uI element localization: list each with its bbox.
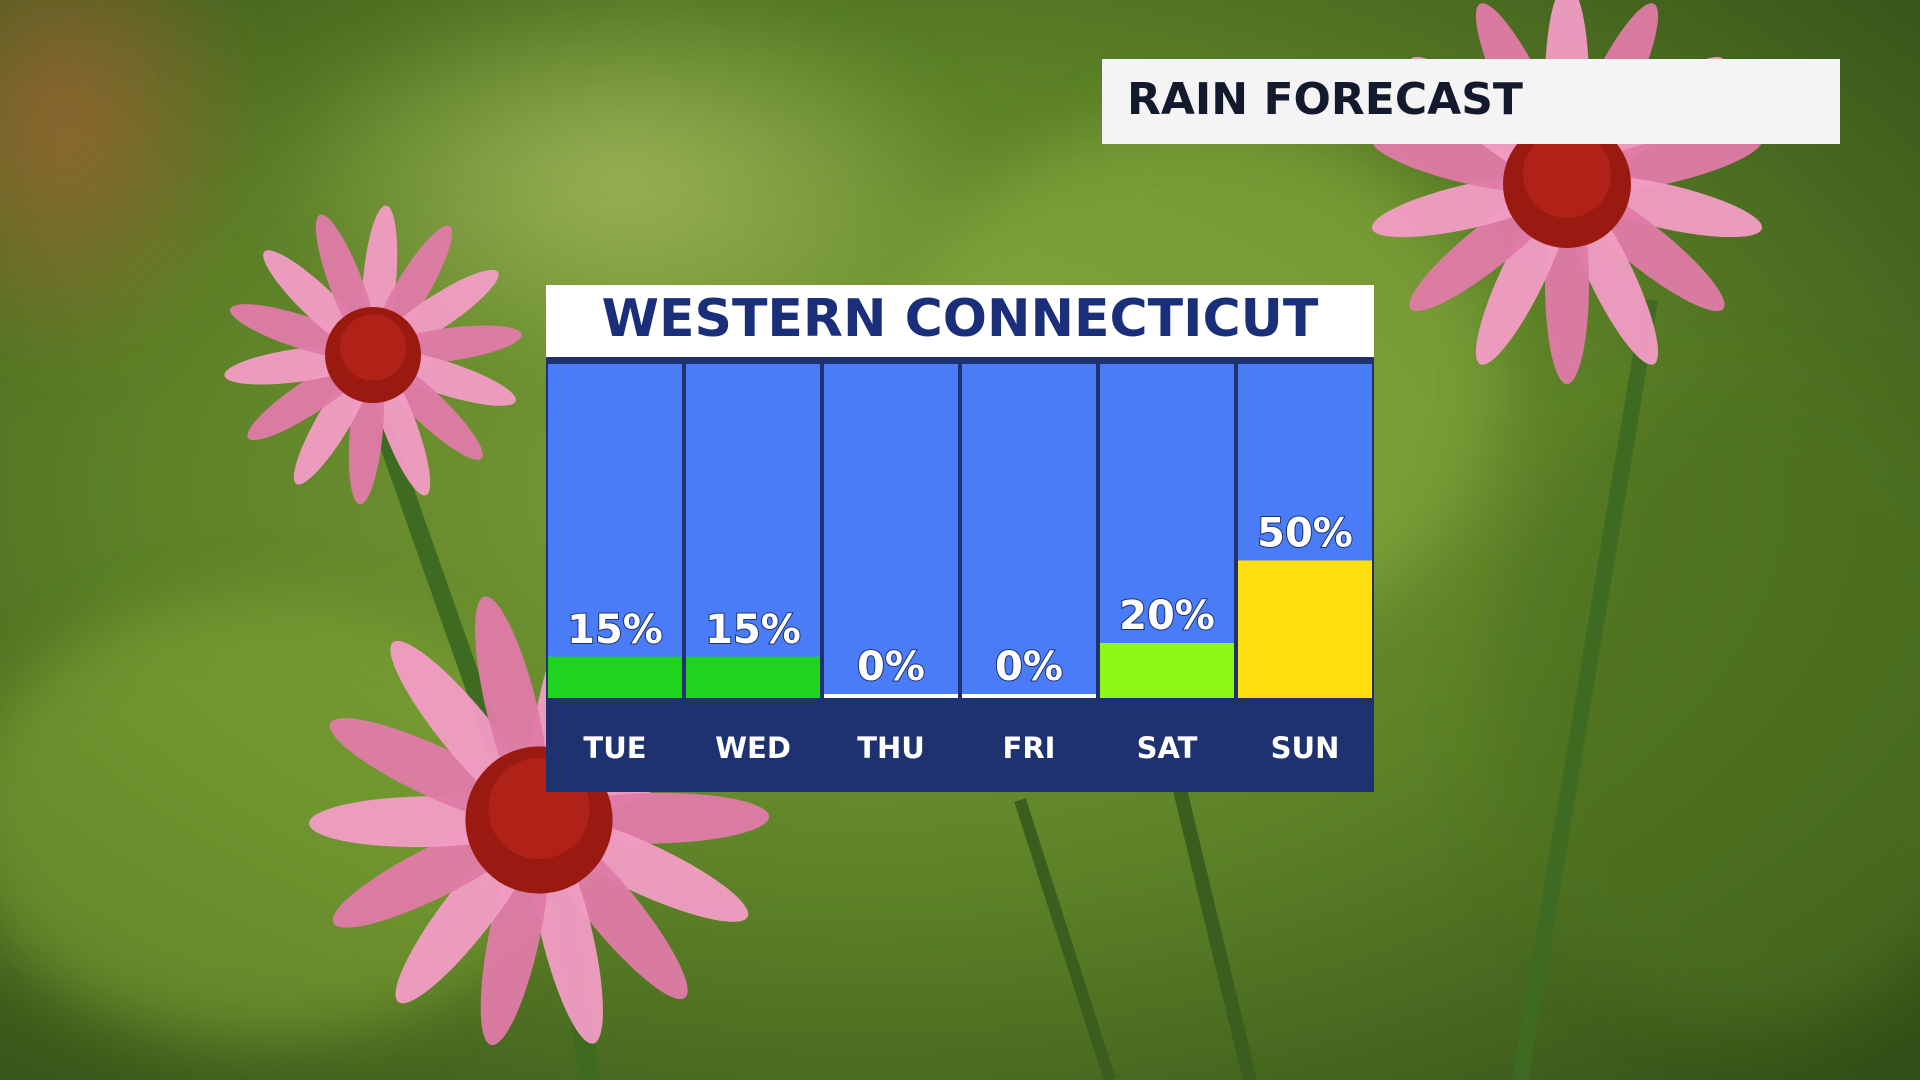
day-box (548, 698, 682, 787)
day-box (1100, 698, 1234, 787)
value-label: 0% (995, 644, 1063, 690)
column-background (962, 364, 1096, 698)
day-box (824, 698, 958, 787)
bar (962, 694, 1096, 698)
x-tick-label: SAT (1137, 731, 1198, 765)
bar (1100, 643, 1234, 698)
stem (371, 417, 509, 763)
header-box (1102, 59, 1840, 144)
header-title: RAIN FORECAST (1127, 74, 1523, 125)
stem (1512, 298, 1658, 1080)
value-label: 20% (1119, 593, 1215, 639)
stem (1014, 798, 1116, 1080)
flowers (224, 0, 1763, 1080)
column-background (824, 364, 958, 698)
background-blur (0, 0, 1920, 1040)
x-tick-label: THU (857, 731, 925, 765)
value-label: 15% (705, 607, 801, 653)
value-label: 0% (857, 644, 925, 690)
chart-title: WESTERN CONNECTICUT (602, 289, 1319, 349)
chart-panel (546, 285, 1374, 792)
day-box (686, 698, 820, 787)
column-background (1100, 364, 1234, 698)
x-tick-label: FRI (1003, 731, 1056, 765)
bar (1238, 560, 1372, 698)
flower-center-shade (340, 314, 406, 381)
x-tick-label: TUE (583, 731, 646, 765)
chart-title-box (546, 285, 1374, 357)
bar (548, 656, 682, 698)
bar (686, 656, 820, 698)
day-box (1238, 698, 1372, 787)
column-background (686, 364, 820, 698)
column-background (548, 364, 682, 698)
day-box (962, 698, 1096, 787)
value-label: 15% (567, 607, 663, 653)
stem (1173, 788, 1257, 1080)
x-tick-label: WED (715, 731, 791, 765)
flower-center-shade (1523, 130, 1611, 218)
value-label: 50% (1257, 511, 1353, 557)
plot: 15% TUE 15% WED 0% THU 0% FRI 20% SAT 50% SUN (548, 364, 1372, 787)
x-tick-label: SUN (1271, 731, 1340, 765)
bar (824, 694, 958, 698)
